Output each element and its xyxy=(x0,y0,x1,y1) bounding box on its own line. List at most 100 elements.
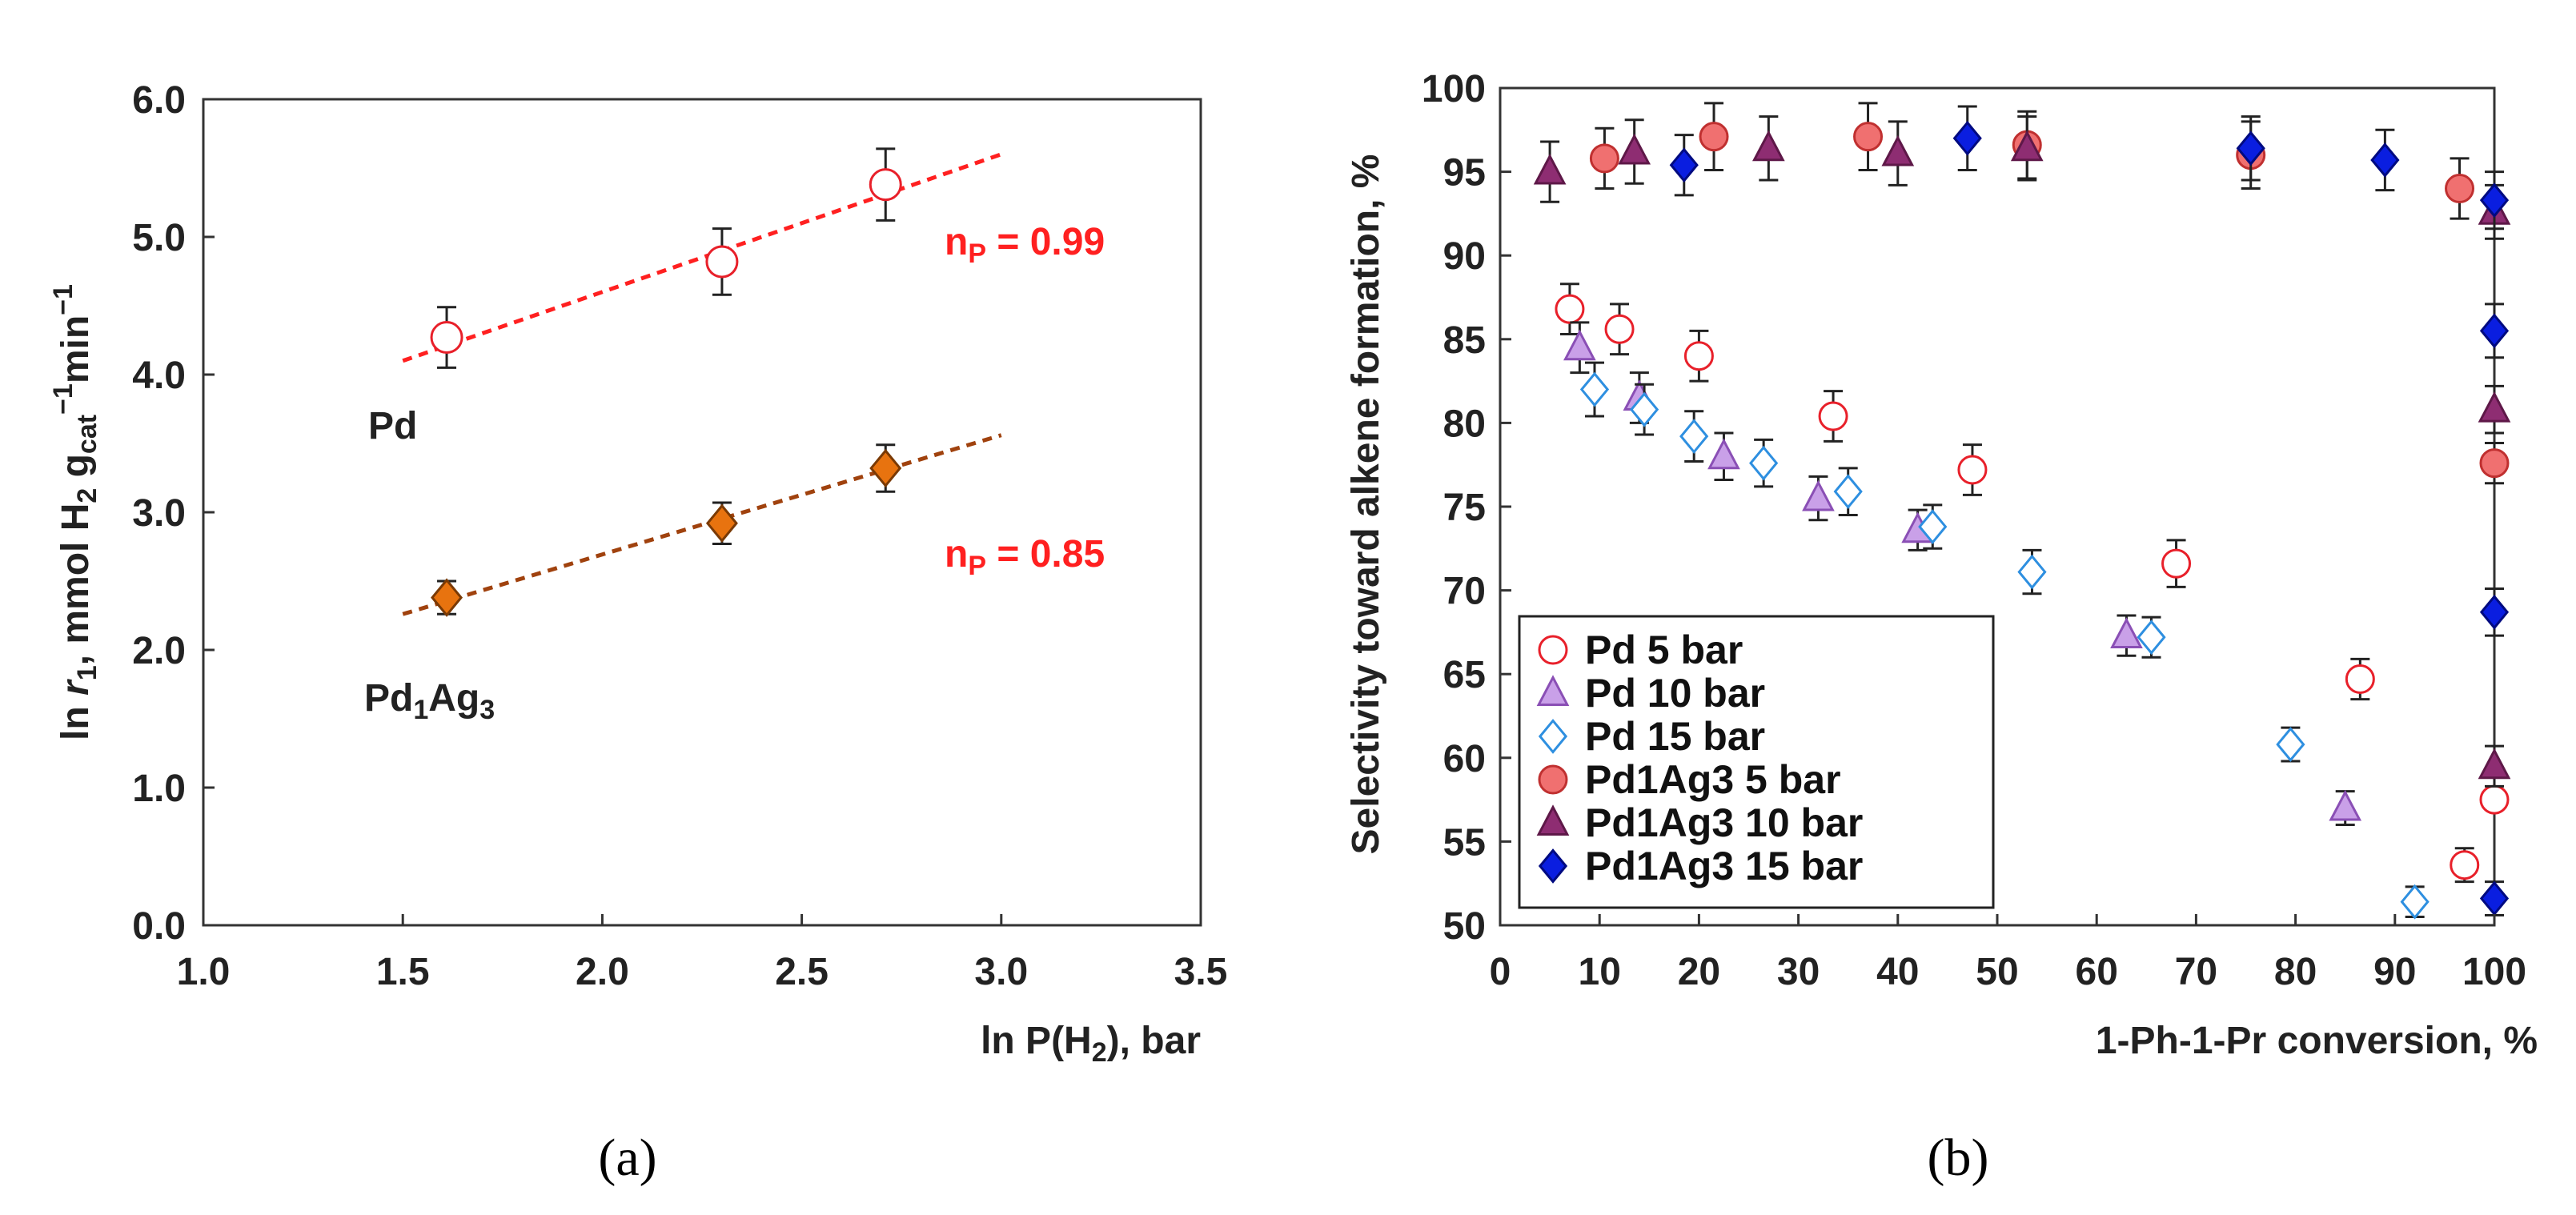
data-point xyxy=(1563,329,1596,361)
data-point xyxy=(1629,391,1659,427)
data-point xyxy=(1604,314,1635,344)
data-point xyxy=(2450,850,2480,880)
data-point xyxy=(2478,391,2511,423)
legend-label: Pd1Ag3 15 bar xyxy=(1585,844,1863,888)
data-point xyxy=(1669,147,1699,183)
x-tick-label: 0 xyxy=(1490,951,1511,993)
chart-a-caption: (a) xyxy=(598,1129,656,1187)
x-tick-label: 80 xyxy=(2274,951,2317,993)
x-tick-label: 50 xyxy=(1976,951,2018,993)
x-tick-label: 10 xyxy=(1579,951,1621,993)
data-point xyxy=(2017,554,2047,590)
data-point xyxy=(1918,509,1948,545)
x-tick-label: 100 xyxy=(2462,951,2526,993)
y-tick-label: 75 xyxy=(1443,487,1486,529)
data-point xyxy=(1749,445,1779,481)
legend-label: Pd 10 bar xyxy=(1585,671,1765,716)
data-point xyxy=(1589,143,1619,174)
data-point xyxy=(1818,401,1848,431)
legend-marker xyxy=(1536,675,1570,706)
data-point xyxy=(1533,153,1567,185)
x-tick-label: 3.5 xyxy=(1174,951,1228,993)
y-tick-label: 6.0 xyxy=(132,79,186,122)
data-point-pd xyxy=(869,168,902,202)
y-tick-label: 80 xyxy=(1443,403,1486,445)
y-tick-label: 2.0 xyxy=(132,630,186,672)
x-tick-label: 40 xyxy=(1876,951,1919,993)
data-point-pd xyxy=(430,321,463,355)
data-point xyxy=(2479,784,2510,815)
data-point xyxy=(2479,880,2510,916)
data-point xyxy=(1853,122,1884,152)
series-pd-15-bar xyxy=(1579,361,2430,920)
x-tick-label: 20 xyxy=(1678,951,1720,993)
chart-a: 1.0 1.5 2.0 2.5 3.0 3.5 0.01.02.03.04.05.06.0… xyxy=(48,79,1227,1187)
x-tick-label: 2.0 xyxy=(576,951,629,993)
legend-marker xyxy=(1538,635,1568,665)
data-point xyxy=(2479,182,2510,219)
data-point xyxy=(2479,448,2510,479)
y-tick-label: 0.0 xyxy=(132,905,186,948)
chart-a-points xyxy=(430,147,902,617)
legend-marker xyxy=(1538,764,1568,795)
fit-line-pd xyxy=(402,152,1002,363)
data-point xyxy=(1618,133,1651,165)
legend-marker xyxy=(1538,719,1568,754)
y-tick-label: 95 xyxy=(1443,152,1486,194)
x-tick-label: 3.0 xyxy=(974,951,1028,993)
data-point xyxy=(1579,371,1610,407)
data-point xyxy=(2345,664,2375,694)
data-point xyxy=(1833,474,1863,510)
y-tick-label: 60 xyxy=(1443,738,1486,780)
chart-a-x-ticks: 1.0 1.5 2.0 2.5 3.0 3.5 xyxy=(177,914,1228,993)
data-point-pd1ag3 xyxy=(869,448,902,488)
data-point xyxy=(1707,438,1740,470)
chart-a-label-pd1ag3: Pd1Ag3 xyxy=(364,677,495,725)
chart-a-y-ticks: 0.0 1.0 2.0 3.0 4.0 5.0 6.0 xyxy=(132,79,215,948)
data-point xyxy=(1699,122,1729,152)
y-tick-label: 4.0 xyxy=(132,355,186,397)
chart-a-label-np-pdag: nP = 0.85 xyxy=(945,533,1105,581)
data-point xyxy=(2010,130,2044,162)
y-tick-label: 65 xyxy=(1443,654,1486,696)
legend-label: Pd 5 bar xyxy=(1585,628,1743,672)
data-point xyxy=(2479,313,2510,349)
legend-marker xyxy=(1538,848,1568,884)
data-point xyxy=(2161,548,2192,579)
data-point xyxy=(2445,174,2475,204)
data-point xyxy=(2478,748,2511,780)
data-point xyxy=(2479,594,2510,630)
chart-b-y-ticks: 50 55 60 65 70 75 80 85 90 95 100 xyxy=(1422,68,1511,948)
chart-b-points xyxy=(1533,102,2511,920)
legend-box xyxy=(1518,615,1995,909)
legend-label: Pd 15 bar xyxy=(1585,714,1765,759)
data-point xyxy=(1802,479,1835,511)
y-tick-label: 5.0 xyxy=(132,217,186,259)
data-point xyxy=(2370,142,2400,178)
data-point xyxy=(1957,455,1988,485)
x-tick-label: 90 xyxy=(2373,951,2416,993)
data-point xyxy=(2329,789,2362,821)
x-tick-label: 1.0 xyxy=(177,951,231,993)
data-point xyxy=(2276,727,2305,762)
legend-label: Pd1Ag3 5 bar xyxy=(1585,757,1841,802)
y-tick-label: 55 xyxy=(1443,821,1486,864)
data-point xyxy=(2137,620,2166,656)
y-tick-label: 3.0 xyxy=(132,492,186,535)
data-point xyxy=(2400,884,2430,920)
data-point xyxy=(1679,419,1709,455)
chart-a-fit-lines xyxy=(402,152,1002,616)
data-point xyxy=(1555,294,1585,324)
chart-b-x-ticks: 0 10 20 30 40 50 60 70 80 90 100 xyxy=(1490,914,2526,993)
chart-a-label-pd: Pd xyxy=(368,405,417,447)
data-point xyxy=(1752,130,1785,162)
data-point xyxy=(1952,120,1982,156)
chart-b: 0 10 20 30 40 50 60 70 80 90 100 50 55 60 65 70 75 80 85 9… xyxy=(1345,68,2538,1187)
data-point xyxy=(1683,341,1714,371)
data-point-pd1ag3 xyxy=(431,578,463,617)
data-point xyxy=(2236,130,2265,166)
y-tick-label: 1.0 xyxy=(132,768,186,810)
x-tick-label: 2.5 xyxy=(775,951,829,993)
